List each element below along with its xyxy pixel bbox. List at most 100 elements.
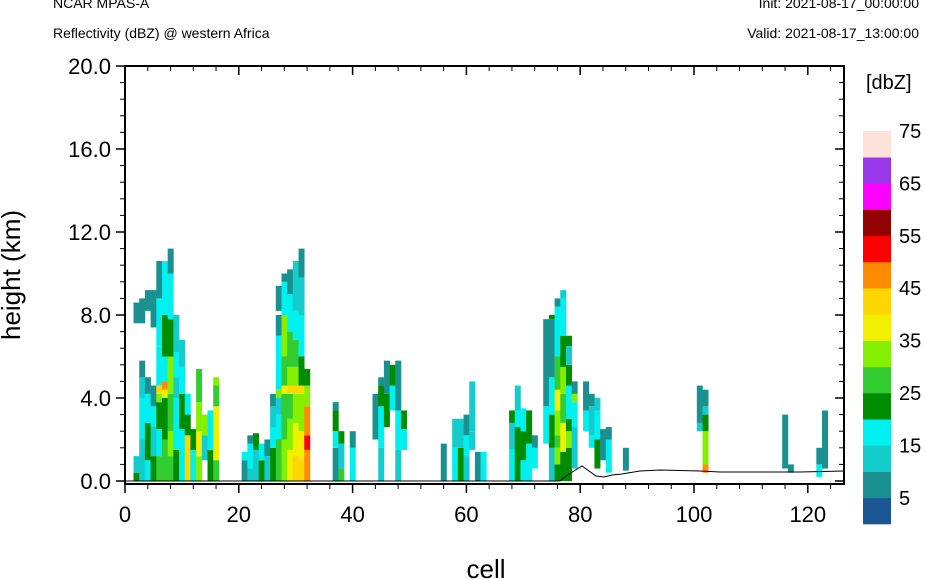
x-axis-title: cell [466,554,505,580]
reflectivity-cell [378,385,385,407]
reflectivity-cell [167,356,174,394]
reflectivity-cell [463,456,470,481]
reflectivity-cell [440,443,447,481]
reflectivity-cell [213,460,220,481]
reflectivity-cell [133,302,140,324]
colorbar-label: 45 [899,278,921,300]
y-tick-label: 0.0 [80,469,111,494]
reflectivity-cell [605,439,612,473]
reflectivity-cell [298,277,305,315]
reflectivity-cell [583,410,590,432]
colorbar-swatch [863,157,891,184]
reflectivity-cell [588,393,595,407]
reflectivity-cell [571,427,578,469]
reflectivity-cell [241,460,248,481]
reflectivity-cell [594,398,601,411]
reflectivity-cell [822,410,829,469]
reflectivity-cell [565,418,572,432]
reflectivity-cell [287,385,294,394]
reflectivity-cell [332,431,339,448]
reflectivity-cell [253,449,260,482]
reflectivity-cell [298,315,305,357]
init-time: Init: 2021-08-17_00:00:00 [758,0,919,11]
reflectivity-cell [270,406,277,428]
reflectivity-cell [150,385,157,407]
reflectivity-cell [133,472,140,481]
valid-time: Valid: 2021-08-17_13:00:00 [747,25,919,41]
reflectivity-cell [560,290,567,299]
reflectivity-cell [292,422,299,457]
colorbar-swatch [863,366,891,394]
reflectivity-cell [531,447,538,469]
reflectivity-cell [275,389,282,398]
reflectivity-cell [139,439,146,481]
reflectivity-cell [292,310,299,340]
y-tick-label: 8.0 [80,303,111,328]
reflectivity-cell [201,414,208,436]
colorbar-label: 55 [899,226,921,248]
reflectivity-cell [548,377,555,415]
reflectivity-cell [474,451,481,481]
reflectivity-cell [554,306,561,320]
reflectivity-cell [514,410,521,428]
reflectivity-cell [378,406,385,448]
reflectivity-cell [281,281,288,315]
reflectivity-cell [304,435,311,450]
colorbar-units: [dbZ] [866,72,912,94]
terrain-outline [125,465,845,482]
reflectivity-cell [207,410,214,450]
reflectivity-cell [565,335,572,347]
reflectivity-cell [560,422,567,452]
reflectivity-cell [349,431,356,448]
reflectivity-cell [554,356,561,390]
colorbar-swatch [863,235,891,263]
reflectivity-cell [201,435,208,461]
reflectivity-cell [292,456,299,481]
reflectivity-cell [594,439,601,469]
reflectivity-cell [457,418,464,448]
reflectivity-cell [571,393,578,403]
reflectivity-cell [298,393,305,432]
reflectivity-cell [150,427,157,457]
y-tick-label: 12.0 [68,220,111,245]
colorbar-swatch [863,131,891,158]
reflectivity-cell [275,414,282,440]
reflectivity-cell [565,385,572,419]
colorbar-swatch [863,288,891,315]
reflectivity-cell [816,447,823,465]
reflectivity-cell [133,456,140,473]
reflectivity-cell [275,335,282,390]
reflectivity-cell [247,468,254,481]
reflectivity-cell [338,468,345,481]
y-tick-label: 20.0 [68,54,111,79]
reflectivity-cell [548,447,555,481]
reflectivity-cell [144,290,151,311]
reflectivity-cells [133,248,829,482]
colorbar-swatch [863,471,891,499]
reflectivity-cell [554,319,561,357]
reflectivity-cell [287,294,294,332]
reflectivity-cell [571,381,578,394]
reflectivity-cell [554,447,561,465]
reflectivity-cell [247,443,254,469]
reflectivity-cell [292,385,299,394]
colorbar-swatch [863,419,891,446]
reflectivity-cell [560,335,567,367]
colorbar: 5 15 25 35 45 55 65 75 [863,121,921,525]
reflectivity-cell [184,435,191,481]
reflectivity-cell [548,315,555,320]
reflectivity-cell [782,414,789,469]
reflectivity-cell [565,431,572,448]
reflectivity-cell [173,315,180,353]
reflectivity-cell [457,447,464,481]
reflectivity-cell [696,385,703,423]
colorbar-label: 15 [899,435,921,457]
reflectivity-cell [179,393,186,430]
reflectivity-cell [787,464,794,473]
reflectivity-cell [565,346,572,365]
reflectivity-cell [702,431,709,465]
reflectivity-cell [156,385,163,394]
reflectivity-cell [179,366,186,394]
reflectivity-cell [287,331,294,367]
